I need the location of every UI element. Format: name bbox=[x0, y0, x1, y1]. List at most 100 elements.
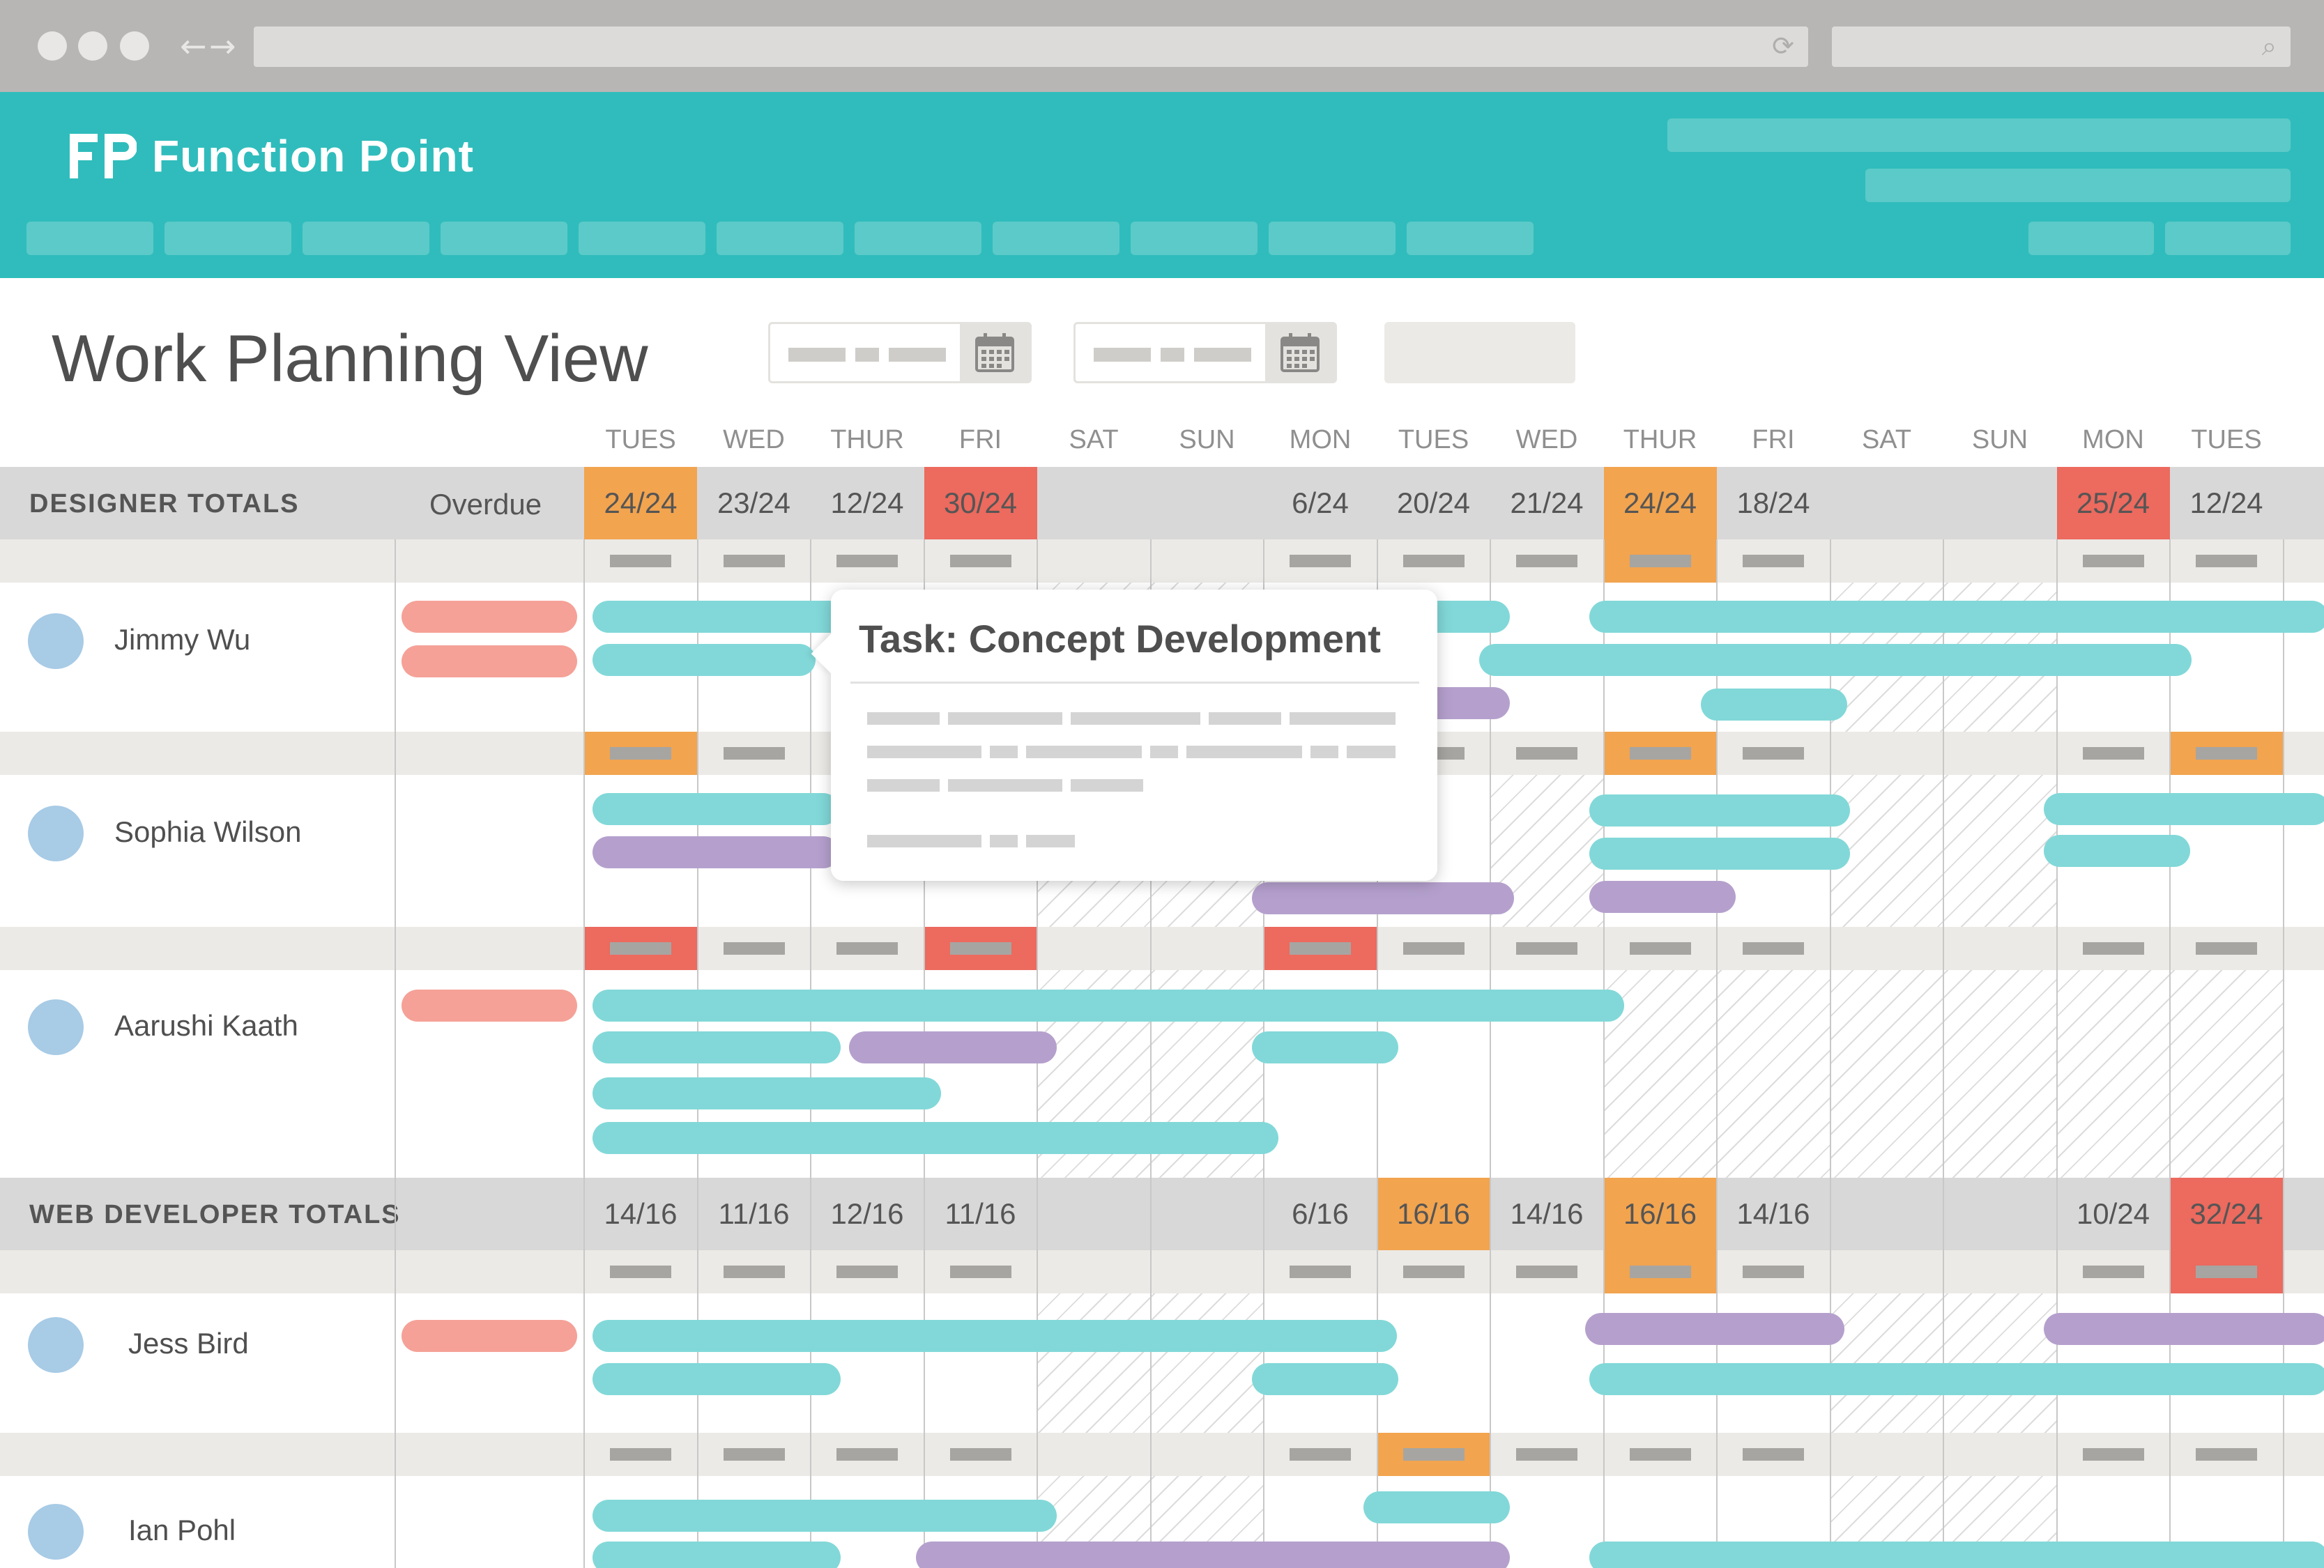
task-bar[interactable] bbox=[593, 1363, 841, 1395]
capacity-total-cell[interactable]: 11/16 bbox=[945, 1197, 1016, 1230]
task-bar[interactable] bbox=[1363, 1491, 1510, 1523]
task-bar[interactable] bbox=[593, 1077, 941, 1109]
end-date-calendar-button[interactable] bbox=[1265, 324, 1335, 381]
task-bar[interactable] bbox=[2044, 835, 2190, 867]
nav-tab[interactable] bbox=[1269, 222, 1396, 255]
task-bar[interactable] bbox=[1252, 1031, 1398, 1063]
task-bar[interactable] bbox=[1701, 689, 1847, 721]
overdue-task-bar[interactable] bbox=[402, 601, 577, 633]
overdue-task-bar[interactable] bbox=[402, 1320, 577, 1352]
capacity-total-cell[interactable] bbox=[1943, 1178, 2056, 1250]
back-arrow-icon[interactable]: ← bbox=[180, 27, 207, 65]
window-close-button[interactable] bbox=[38, 31, 67, 61]
browser-search-bar[interactable]: ⌕ bbox=[1832, 26, 2291, 67]
avatar[interactable] bbox=[28, 613, 84, 669]
task-bar[interactable] bbox=[1589, 838, 1850, 870]
nav-tab[interactable] bbox=[26, 222, 153, 255]
capacity-total-cell[interactable] bbox=[1037, 467, 1150, 539]
nav-tab[interactable] bbox=[855, 222, 981, 255]
task-bar[interactable] bbox=[1589, 601, 2324, 633]
capacity-total-cell[interactable]: 12/16 bbox=[830, 1197, 904, 1230]
window-maximize-button[interactable] bbox=[120, 31, 149, 61]
task-bar[interactable] bbox=[593, 1500, 1057, 1532]
capacity-total-cell[interactable]: 24/24 bbox=[1603, 467, 1717, 539]
task-bar[interactable] bbox=[593, 990, 1624, 1022]
capacity-total-cell[interactable] bbox=[1037, 1178, 1150, 1250]
logo[interactable]: Function Point bbox=[70, 128, 474, 184]
person-name[interactable]: Jimmy Wu bbox=[114, 623, 251, 656]
capacity-total-cell[interactable]: 24/24 bbox=[584, 467, 697, 539]
capacity-total-cell[interactable]: 6/24 bbox=[1292, 486, 1349, 519]
avatar[interactable] bbox=[28, 806, 84, 861]
person-name[interactable]: Sophia Wilson bbox=[114, 815, 302, 848]
nav-tab[interactable] bbox=[441, 222, 567, 255]
task-bar[interactable] bbox=[1589, 794, 1850, 827]
capacity-total-cell[interactable] bbox=[1830, 1178, 1943, 1250]
nav-tab[interactable] bbox=[1131, 222, 1257, 255]
avatar[interactable] bbox=[28, 1317, 84, 1373]
task-bar[interactable] bbox=[1252, 882, 1514, 914]
capacity-total-cell[interactable]: 20/24 bbox=[1396, 486, 1471, 519]
nav-tab[interactable] bbox=[1407, 222, 1534, 255]
task-bar[interactable] bbox=[593, 1122, 1278, 1154]
task-bar[interactable] bbox=[593, 1320, 1397, 1352]
capacity-total-cell[interactable]: 6/16 bbox=[1292, 1197, 1349, 1230]
search-icon[interactable]: ⌕ bbox=[2261, 31, 2277, 61]
task-bar[interactable] bbox=[1589, 1542, 2324, 1568]
header-action-button[interactable] bbox=[2165, 222, 2291, 255]
avatar[interactable] bbox=[28, 999, 84, 1055]
task-bar[interactable] bbox=[1252, 1363, 1398, 1395]
task-bar[interactable] bbox=[593, 1542, 841, 1568]
capacity-total-cell[interactable]: 16/16 bbox=[1377, 1178, 1490, 1250]
task-bar[interactable] bbox=[593, 644, 816, 676]
capacity-total-cell[interactable]: 14/16 bbox=[604, 1197, 678, 1230]
header-action-button[interactable] bbox=[2028, 222, 2154, 255]
nav-tab[interactable] bbox=[717, 222, 843, 255]
task-bar[interactable] bbox=[593, 793, 839, 825]
capacity-total-cell[interactable]: 21/24 bbox=[1510, 486, 1584, 519]
person-name[interactable]: Ian Pohl bbox=[128, 1514, 236, 1546]
task-bar[interactable] bbox=[1585, 1313, 1844, 1345]
forward-arrow-icon[interactable]: → bbox=[209, 27, 236, 65]
task-bar[interactable] bbox=[593, 1031, 841, 1063]
task-bar[interactable] bbox=[2044, 1313, 2324, 1345]
capacity-total-cell[interactable]: 25/24 bbox=[2056, 467, 2170, 539]
capacity-total-cell[interactable]: 12/24 bbox=[830, 486, 904, 519]
capacity-total-cell[interactable]: 10/24 bbox=[2076, 1197, 2150, 1230]
task-bar[interactable] bbox=[849, 1031, 1057, 1063]
task-bar[interactable] bbox=[2044, 793, 2324, 825]
nav-tab[interactable] bbox=[579, 222, 705, 255]
capacity-total-cell[interactable]: 12/24 bbox=[2189, 486, 2263, 519]
capacity-total-cell[interactable]: 18/24 bbox=[1736, 486, 1810, 519]
window-minimize-button[interactable] bbox=[78, 31, 107, 61]
end-date-input[interactable] bbox=[1073, 322, 1337, 383]
capacity-total-cell[interactable] bbox=[1151, 467, 1264, 539]
task-bar[interactable] bbox=[593, 836, 839, 868]
address-bar[interactable]: ⟳ bbox=[254, 26, 1808, 67]
task-bar[interactable] bbox=[1589, 1363, 2324, 1395]
capacity-total-cell[interactable] bbox=[1830, 467, 1943, 539]
nav-tab[interactable] bbox=[993, 222, 1119, 255]
capacity-total-cell[interactable]: 30/24 bbox=[924, 467, 1037, 539]
start-date-calendar-button[interactable] bbox=[960, 324, 1030, 381]
person-name[interactable]: Jess Bird bbox=[128, 1327, 249, 1360]
task-bar[interactable] bbox=[1479, 644, 2192, 676]
capacity-total-cell[interactable]: 16/16 bbox=[1603, 1178, 1717, 1250]
task-bar[interactable] bbox=[916, 1542, 1510, 1568]
capacity-total-cell[interactable]: 14/16 bbox=[1736, 1197, 1810, 1230]
task-bar[interactable] bbox=[1589, 881, 1736, 913]
capacity-total-cell[interactable]: 11/16 bbox=[718, 1197, 790, 1230]
apply-filter-button[interactable] bbox=[1384, 322, 1575, 383]
nav-tab[interactable] bbox=[165, 222, 291, 255]
capacity-total-cell[interactable] bbox=[1151, 1178, 1264, 1250]
reload-icon[interactable]: ⟳ bbox=[1772, 31, 1794, 61]
capacity-total-cell[interactable]: 14/16 bbox=[1510, 1197, 1584, 1230]
capacity-total-cell[interactable] bbox=[1943, 467, 2056, 539]
person-name[interactable]: Aarushi Kaath bbox=[114, 1009, 298, 1042]
avatar[interactable] bbox=[28, 1504, 84, 1560]
nav-tab[interactable] bbox=[303, 222, 429, 255]
start-date-input[interactable] bbox=[768, 322, 1032, 383]
capacity-total-cell[interactable]: 32/24 bbox=[2170, 1178, 2283, 1250]
overdue-task-bar[interactable] bbox=[402, 990, 577, 1022]
overdue-task-bar[interactable] bbox=[402, 645, 577, 677]
